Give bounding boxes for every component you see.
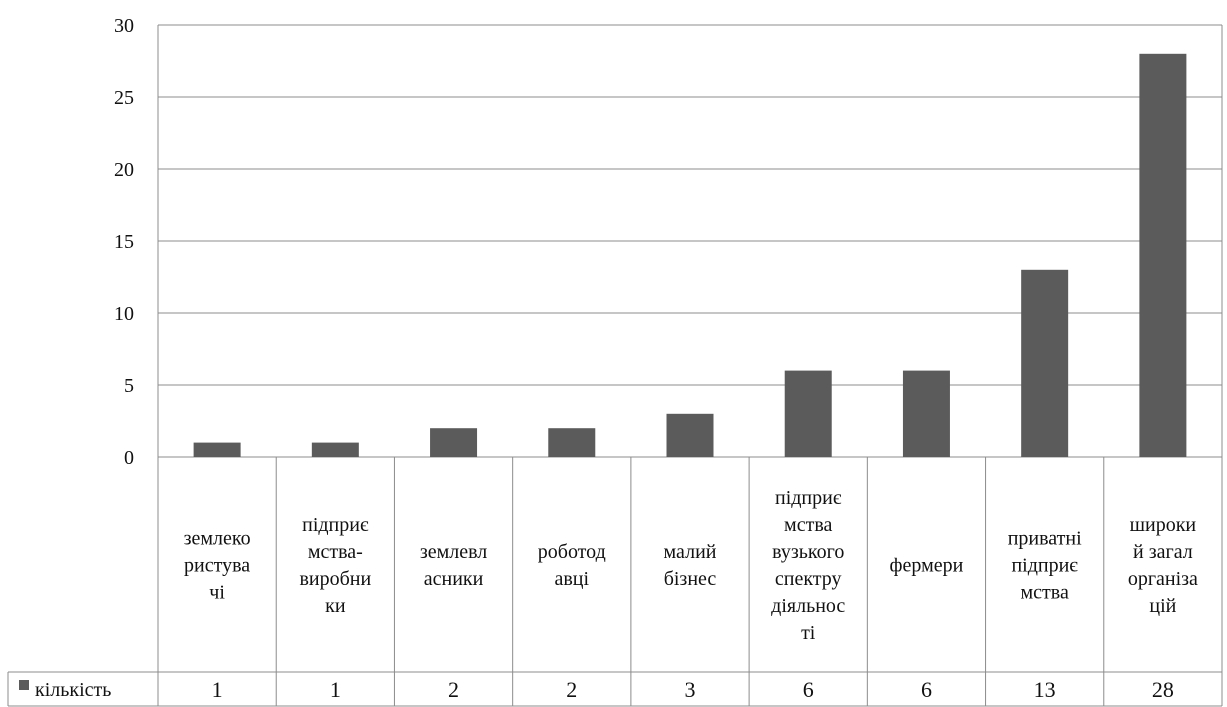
- category-label-line: організа: [1128, 568, 1198, 590]
- y-tick-label: 25: [114, 87, 134, 109]
- value-label: 6: [921, 677, 932, 702]
- legend-swatch: [19, 680, 29, 690]
- category-label-line: землевл: [420, 541, 487, 563]
- category-label-line: підприє: [1011, 555, 1078, 577]
- bar: [666, 413, 714, 457]
- category-label-line: ристува: [184, 555, 250, 577]
- category-label: землеко ристува чі: [184, 528, 251, 604]
- category-label-line: широки: [1130, 514, 1197, 536]
- category-label-line: мства: [784, 514, 832, 536]
- y-tick-label: 5: [124, 375, 134, 397]
- category-label: підприє мства вузького спектру діяльнос ті: [771, 487, 845, 644]
- category-label: широки й загал організа цій: [1128, 514, 1198, 617]
- category-label-line: землеко: [184, 528, 251, 550]
- value-label: 28: [1152, 677, 1174, 702]
- value-label: 2: [448, 677, 459, 702]
- data-table: [7, 25, 1223, 707]
- bar: [311, 442, 359, 457]
- category-label: підприє мства-виробни ки: [299, 514, 371, 617]
- category-label-line: авці: [554, 568, 589, 590]
- legend: кількість: [19, 679, 111, 701]
- value-label: 13: [1034, 677, 1056, 702]
- category-labels: землеко ристува чі підприє мства-виробни ки зе…: [184, 487, 1198, 644]
- category-label-line: бізнес: [664, 568, 717, 590]
- bar: [548, 428, 596, 457]
- value-label: 1: [212, 677, 223, 702]
- category-label-line: й загал: [1133, 541, 1193, 563]
- value-label: 6: [803, 677, 814, 702]
- category-label-line: ки: [325, 595, 346, 617]
- value-label: 1: [330, 677, 341, 702]
- category-label-line: мства-: [308, 541, 363, 563]
- y-tick-label: 0: [124, 447, 134, 469]
- category-label-line: роботод: [538, 541, 606, 563]
- y-tick-label: 10: [114, 303, 134, 325]
- category-label: приватні підприє мства: [1008, 528, 1082, 604]
- category-label: малий бізнес: [664, 541, 717, 590]
- category-label-line: ті: [801, 622, 816, 644]
- bars: [193, 53, 1187, 458]
- legend-series-name: кількість: [35, 679, 111, 701]
- category-label: землевл асники: [420, 541, 487, 590]
- category-label-line: асники: [424, 568, 484, 590]
- category-label-line: діяльнос: [771, 595, 845, 617]
- category-label-line: підприє: [302, 514, 369, 536]
- category-label: фермери: [890, 555, 964, 577]
- y-tick-label: 20: [114, 159, 134, 181]
- gridlines: [158, 24, 1222, 458]
- value-label: 2: [566, 677, 577, 702]
- y-axis-tick-labels: 0 5 10 15 20 25 30: [114, 15, 134, 469]
- bar: [784, 370, 832, 457]
- category-label-line: чі: [209, 582, 225, 604]
- category-label-line: виробни: [299, 568, 371, 590]
- category-label-line: приватні: [1008, 528, 1082, 550]
- category-label-line: фермери: [890, 555, 964, 577]
- category-label-line: підприє: [775, 487, 842, 509]
- category-label-line: малий: [664, 541, 717, 563]
- value-label: 3: [685, 677, 696, 702]
- bar: [193, 442, 241, 457]
- category-label-line: цій: [1149, 595, 1176, 617]
- category-label-line: спектру: [775, 568, 842, 590]
- bar: [1021, 269, 1069, 457]
- bar: [902, 370, 950, 457]
- y-tick-label: 15: [114, 231, 134, 253]
- category-label-line: вузького: [772, 541, 844, 563]
- category-label-line: мства: [1020, 582, 1068, 604]
- bar: [430, 428, 478, 457]
- category-label: роботод авці: [538, 541, 606, 590]
- value-labels: 1 1 2 2 3 6 6 13 28: [212, 677, 1174, 702]
- y-tick-label: 30: [114, 15, 134, 37]
- bar: [1139, 53, 1187, 458]
